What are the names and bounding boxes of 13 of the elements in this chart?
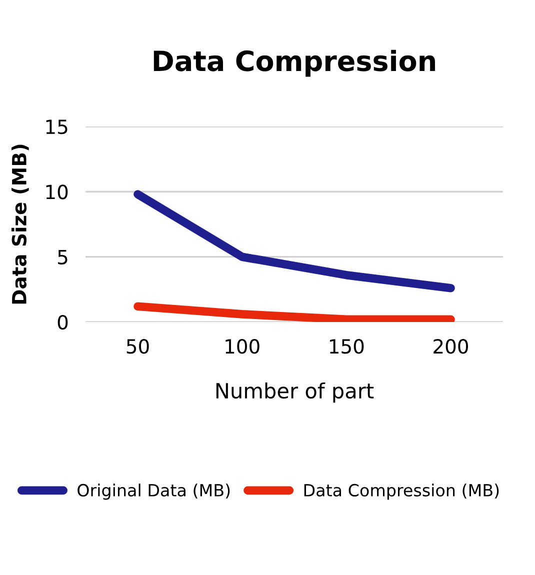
x-tick-label: 200 xyxy=(434,339,468,354)
y-tick-label: 5 xyxy=(58,250,68,264)
chart-title: Data Compression xyxy=(154,50,435,77)
y-tick-label: 10 xyxy=(46,184,68,200)
x-tick-label: 100 xyxy=(226,339,260,354)
legend-label: Original Data (MB) xyxy=(78,484,230,500)
y-tick-label: 15 xyxy=(46,120,68,134)
y-axis-title: Data Size (MB) xyxy=(11,144,29,304)
y-tick-label: 0 xyxy=(58,314,68,330)
x-axis-title: Number of part xyxy=(216,382,374,403)
legend-label: Data Compression (MB) xyxy=(304,484,499,500)
x-tick-label: 50 xyxy=(126,339,149,354)
x-tick-label: 150 xyxy=(330,339,364,354)
